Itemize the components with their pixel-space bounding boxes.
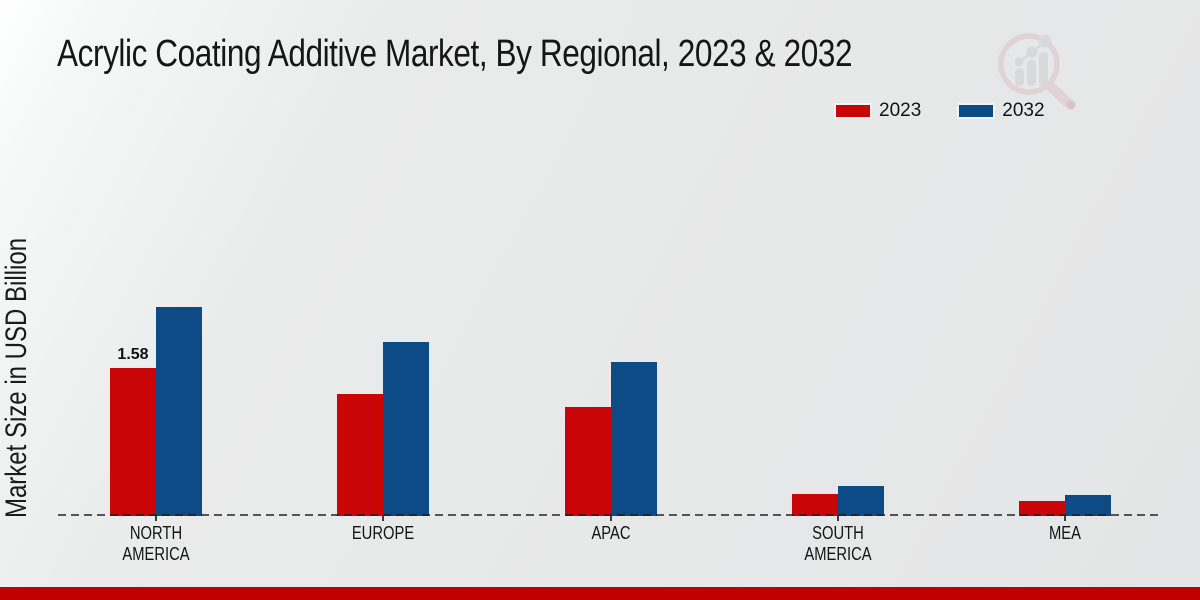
bar-2023-apac (564, 407, 611, 516)
category-label-line: AMERICA (122, 544, 190, 564)
category-label-mea: MEA (1046, 523, 1085, 544)
category-label-line: NORTH (129, 523, 183, 543)
legend-swatch-2032 (959, 105, 994, 117)
category-label-north-america: NORTH AMERICA (115, 523, 197, 565)
bar-2032-north-america (156, 307, 202, 516)
bar-2032-apac (610, 362, 657, 516)
magnifier-handle (1045, 81, 1072, 107)
magnifier-chart-logo-icon (998, 33, 1076, 110)
logo-dot-small (1014, 57, 1024, 67)
x-axis-tick-europe (382, 516, 385, 521)
bar-2032-mea (1065, 495, 1112, 516)
logo-dot-medium (1026, 46, 1038, 58)
legend-label-2023: 2023 (879, 100, 922, 121)
legend-label-2032: 2032 (1002, 100, 1045, 121)
footer-accent-bar (0, 587, 1200, 600)
category-label-line: AMERICA (804, 544, 872, 564)
category-label-line: MEA (1049, 523, 1082, 543)
legend-item-2032: 2032 (959, 100, 1045, 122)
bar-value-label-2023-north-america: 1.58 (117, 346, 149, 363)
bar-2023-north-america (110, 368, 156, 516)
category-label-europe: EUROPE (345, 523, 421, 544)
x-axis-tick-mea (1064, 516, 1067, 521)
logo-bar-medium (1027, 60, 1036, 86)
bar-2023-europe (337, 394, 384, 516)
logo-dot-large (1038, 34, 1052, 48)
bar-2023-south-america (792, 494, 838, 516)
logo-red-dot (1066, 100, 1076, 110)
x-axis-tick-apac (609, 516, 612, 521)
legend: 2023 2032 (836, 100, 1045, 122)
category-label-south-america: SOUTH AMERICA (797, 523, 879, 565)
magnifier-ring (998, 33, 1060, 95)
legend-item-2023: 2023 (836, 100, 921, 122)
category-label-line: APAC (591, 523, 631, 543)
logo-bar-small (1015, 68, 1024, 86)
bar-2032-europe (383, 341, 430, 516)
chart-title: Acrylic Coating Additive Market, By Regi… (57, 33, 853, 75)
x-axis-tick-south-america (837, 516, 839, 521)
x-axis-tick-north-america (155, 516, 157, 521)
x-axis-line (58, 514, 1160, 516)
category-label-line: EUROPE (352, 523, 415, 543)
logo-bar-tall (1039, 52, 1048, 86)
bar-2032-south-america (838, 486, 884, 516)
category-label-line: SOUTH (812, 523, 864, 543)
legend-swatch-2023 (836, 105, 870, 117)
category-label-apac: APAC (587, 523, 635, 544)
bar-2023-mea (1019, 501, 1066, 516)
